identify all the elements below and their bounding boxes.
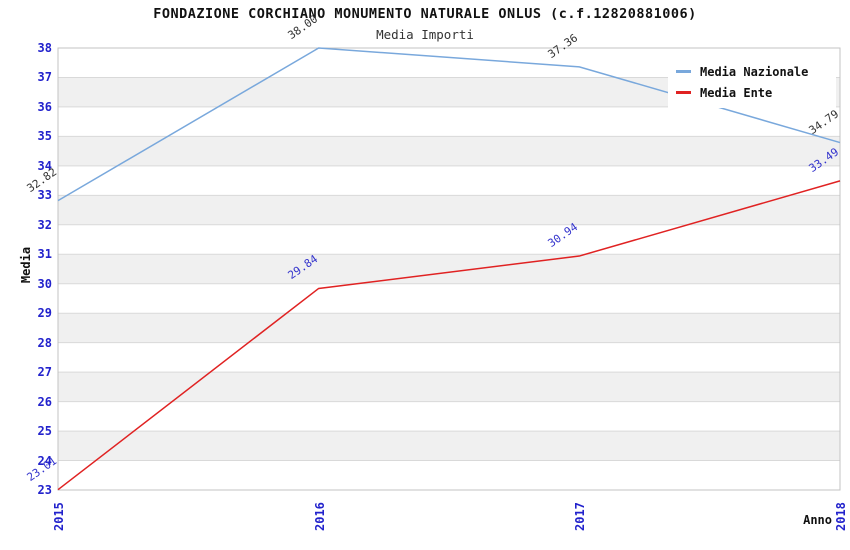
y-tick-label: 29: [37, 306, 52, 321]
grid-band: [58, 313, 840, 343]
x-tick-label: 2018: [834, 502, 848, 531]
legend-item-media-nazionale: Media Nazionale: [676, 61, 828, 82]
y-tick-label: 30: [37, 276, 52, 291]
grid-band: [58, 431, 840, 461]
x-axis-title: Anno: [803, 513, 832, 527]
legend-line-swatch-nazionale: [676, 70, 691, 73]
grid-band: [58, 106, 840, 137]
grid-band: [58, 283, 840, 314]
y-tick-label: 26: [37, 394, 52, 409]
y-tick-label: 34: [37, 158, 52, 173]
y-tick-label: 36: [37, 99, 52, 114]
grid-band: [58, 460, 840, 490]
grid-band: [58, 224, 840, 255]
y-tick-label: 24: [37, 453, 52, 468]
grid-band: [58, 195, 840, 225]
y-tick-label: 33: [37, 188, 52, 203]
y-tick-label: 27: [37, 365, 52, 380]
y-tick-label: 28: [37, 335, 52, 350]
legend-line-swatch-ente: [676, 91, 691, 94]
x-tick-label: 2017: [573, 502, 588, 531]
grid-band: [58, 136, 840, 166]
chart-title: FONDAZIONE CORCHIANO MONUMENTO NATURALE …: [153, 6, 697, 22]
x-tick-label: 2015: [52, 502, 66, 531]
legend-label: Media Nazionale: [700, 64, 809, 79]
plot-border: [57, 47, 841, 491]
legend-label: Media Ente: [700, 85, 773, 100]
grid-band: [58, 342, 840, 373]
y-tick-label: 32: [37, 217, 52, 232]
grid-band: [58, 254, 840, 284]
y-tick-label: 35: [37, 129, 52, 144]
grid-band: [58, 372, 840, 402]
legend-item-media-ente: Media Ente: [676, 82, 828, 103]
y-tick-label: 23: [37, 483, 52, 497]
y-tick-label: 38: [37, 41, 52, 55]
y-tick-label: 31: [37, 247, 52, 262]
grid-band: [58, 165, 840, 196]
series-line-media-ente: [57, 180, 841, 491]
legend: Media Nazionale Media Ente: [668, 56, 836, 108]
x-tick-label: 2016: [312, 502, 327, 531]
y-tick-label: 25: [37, 424, 52, 439]
y-tick-label: 37: [37, 70, 52, 85]
chart-subtitle: Media Importi: [376, 27, 474, 42]
grid-band: [58, 401, 840, 432]
